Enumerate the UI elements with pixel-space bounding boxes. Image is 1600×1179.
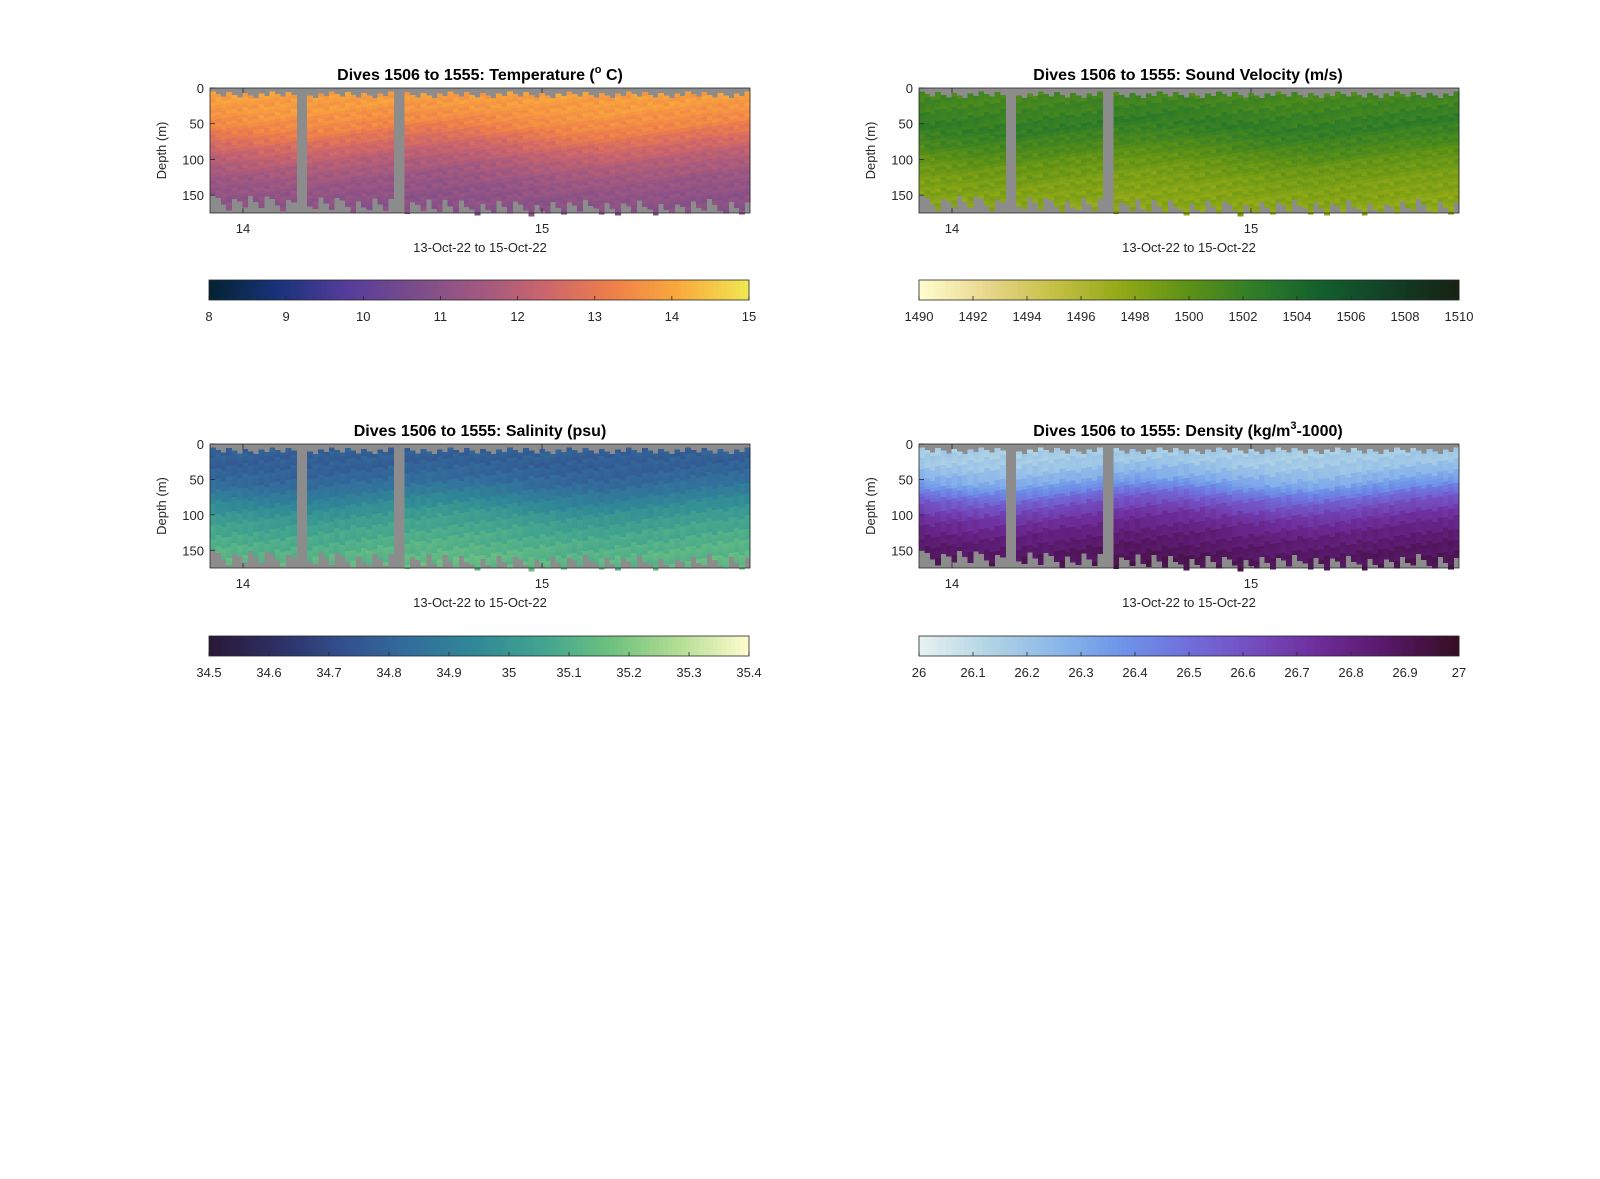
y-tick-label: 100: [891, 152, 913, 167]
chart-title: Dives 1506 to 1555: Temperature (o C): [337, 64, 623, 84]
x-tick-label: 14: [236, 576, 250, 591]
y-tick-label: 0: [197, 437, 204, 452]
colorbar-tick-label: 34.8: [376, 665, 401, 680]
colorbar-tick-label: 9: [283, 309, 290, 324]
colorbar-tick-label: 1502: [1229, 309, 1258, 324]
colorbar-tick-label: 34.9: [436, 665, 461, 680]
colorbar-tick-label: 12: [510, 309, 524, 324]
colorbar-tick-label: 1500: [1175, 309, 1204, 324]
y-tick-label: 0: [906, 437, 913, 452]
colorbar-tick-label: 1504: [1283, 309, 1312, 324]
y-axis-label: Depth (m): [154, 122, 169, 180]
colorbar-tick-label: 35.2: [616, 665, 641, 680]
x-tick-label: 15: [1244, 221, 1258, 236]
colorbar-tick-label: 1498: [1121, 309, 1150, 324]
y-tick-label: 50: [899, 117, 913, 132]
x-tick-label: 15: [535, 221, 549, 236]
colorbar-tick-label: 34.7: [316, 665, 341, 680]
colorbar-tick-label: 34.5: [196, 665, 221, 680]
y-tick-label: 0: [197, 81, 204, 96]
colorbar-tick-label: 1490: [905, 309, 934, 324]
axes-frame: [918, 87, 1460, 214]
chart-title: Dives 1506 to 1555: Sound Velocity (m/s): [1033, 67, 1342, 84]
y-axis-label: Depth (m): [863, 477, 878, 535]
heatmap-cells: [919, 91, 1460, 217]
heatmap-cells: [210, 447, 751, 572]
heatmap-cells: [210, 91, 751, 217]
x-tick-label: 14: [236, 221, 250, 236]
x-tick-label: 15: [535, 576, 549, 591]
panel-density: 0 50 100 150 14 15 13-Oct-22 to 15-Oct-22 Depth…: [863, 420, 1466, 680]
chart-title: Dives 1506 to 1555: Density (kg/m3-1000): [1033, 420, 1342, 440]
colorbar-tick-label: 35: [502, 665, 516, 680]
colorbar-tick-label: 1494: [1013, 309, 1042, 324]
x-axis-label: 13-Oct-22 to 15-Oct-22: [413, 595, 547, 610]
colorbar-tick-label: 26.9: [1392, 665, 1417, 680]
colorbar-tick-label: 34.6: [256, 665, 281, 680]
colorbar-tick-label: 26.8: [1338, 665, 1363, 680]
y-tick-label: 100: [182, 508, 204, 523]
panel-sound-velocity: 0 50 100 150 14 15 13-Oct-22 to 15-Oct-22 Depth…: [863, 67, 1473, 324]
colorbar-tick-label: 26.1: [960, 665, 985, 680]
colorbar: 26 26.1 26.2 26.3 26.4 26.5 26.6 26.7 26.8 26.9 27: [912, 635, 1466, 680]
colorbar-tick-label: 8: [205, 309, 212, 324]
colorbar: 1490 1492 1494 1496 1498 1500 1502 1504 1506 1508…: [905, 279, 1474, 324]
colorbar-tick-label: 14: [665, 309, 679, 324]
heatmap-cells: [919, 447, 1460, 572]
y-tick-label: 100: [182, 152, 204, 167]
colorbar-tick-label: 15: [742, 309, 756, 324]
axes-frame: [209, 87, 751, 214]
colorbar-tick-label: 13: [587, 309, 601, 324]
colorbar-tick-label: 26.2: [1014, 665, 1039, 680]
colorbar-tick-label: 26.6: [1230, 665, 1255, 680]
y-tick-label: 150: [182, 543, 204, 558]
x-tick-label: 14: [945, 221, 959, 236]
colorbar-tick-label: 1506: [1337, 309, 1366, 324]
panel-temperature: 0 50 100 150 14 15 13-Oct-22 to 15-Oct-22 Depth…: [154, 64, 756, 324]
colorbar-tick-label: 35.1: [556, 665, 581, 680]
x-tick-label: 14: [945, 576, 959, 591]
colorbar-tick-label: 27: [1452, 665, 1466, 680]
axes-frame: [209, 443, 751, 569]
y-tick-label: 150: [891, 188, 913, 203]
colorbar-tick-label: 1492: [959, 309, 988, 324]
panel-salinity: 0 50 100 150 14 15 13-Oct-22 to 15-Oct-22 Depth…: [154, 423, 762, 680]
x-axis-label: 13-Oct-22 to 15-Oct-22: [1122, 240, 1256, 255]
y-tick-label: 100: [891, 508, 913, 523]
colorbar-tick-label: 26.3: [1068, 665, 1093, 680]
colorbar-tick-label: 1496: [1067, 309, 1096, 324]
colorbar-tick-label: 26.7: [1284, 665, 1309, 680]
chart-title: Dives 1506 to 1555: Salinity (psu): [354, 423, 607, 440]
y-tick-label: 50: [190, 472, 204, 487]
colorbar-tick-label: 35.4: [736, 665, 761, 680]
colorbar: 34.5 34.6 34.7 34.8 34.9 35 35.1 35.2 35.3 35.4: [196, 635, 762, 680]
axes-frame: [918, 443, 1460, 569]
colorbar: 8 9 10 11 12 13 14 15: [205, 279, 756, 324]
y-tick-label: 50: [899, 472, 913, 487]
y-tick-label: 150: [891, 543, 913, 558]
y-tick-label: 150: [182, 188, 204, 203]
y-tick-label: 50: [190, 117, 204, 132]
y-tick-label: 0: [906, 81, 913, 96]
colorbar-tick-label: 26.4: [1122, 665, 1147, 680]
y-axis-label: Depth (m): [154, 477, 169, 535]
x-axis-label: 13-Oct-22 to 15-Oct-22: [1122, 595, 1256, 610]
x-tick-label: 15: [1244, 576, 1258, 591]
colorbar-tick-label: 10: [356, 309, 370, 324]
colorbar-tick-label: 11: [434, 309, 448, 324]
colorbar-tick-label: 1510: [1445, 309, 1474, 324]
colorbar-tick-label: 26: [912, 665, 926, 680]
colorbar-tick-label: 1508: [1391, 309, 1420, 324]
colorbar-tick-label: 35.3: [676, 665, 701, 680]
colorbar-tick-label: 26.5: [1176, 665, 1201, 680]
y-axis-label: Depth (m): [863, 122, 878, 180]
x-axis-label: 13-Oct-22 to 15-Oct-22: [413, 240, 547, 255]
